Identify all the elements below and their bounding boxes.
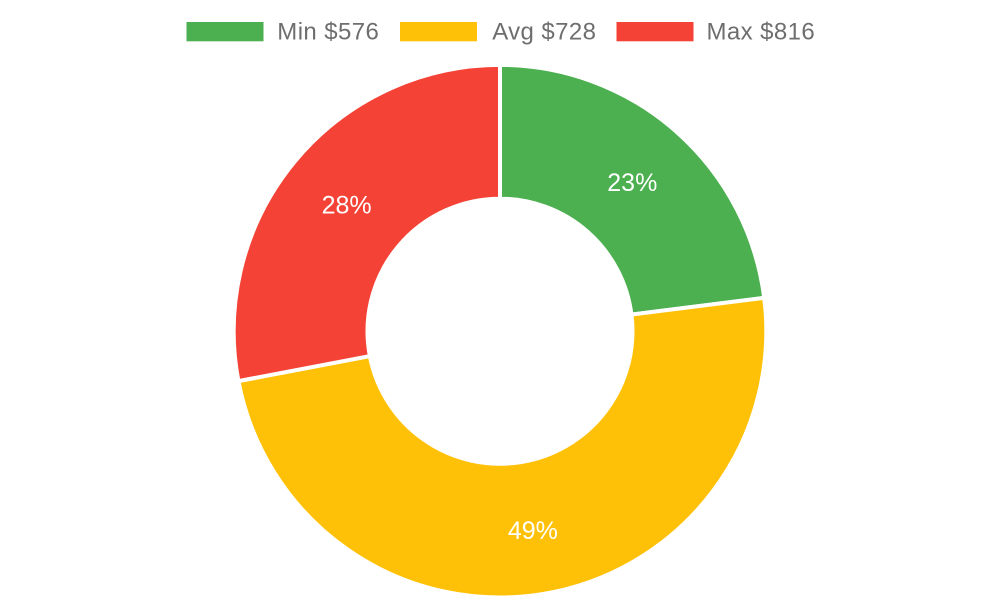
svg-text:Max $816: Max $816 xyxy=(707,19,816,46)
svg-text:28%: 28% xyxy=(322,191,372,219)
svg-text:23%: 23% xyxy=(607,169,657,197)
svg-text:Avg $728: Avg $728 xyxy=(492,19,596,46)
svg-text:Min $576: Min $576 xyxy=(277,19,379,46)
svg-text:49%: 49% xyxy=(508,517,558,545)
